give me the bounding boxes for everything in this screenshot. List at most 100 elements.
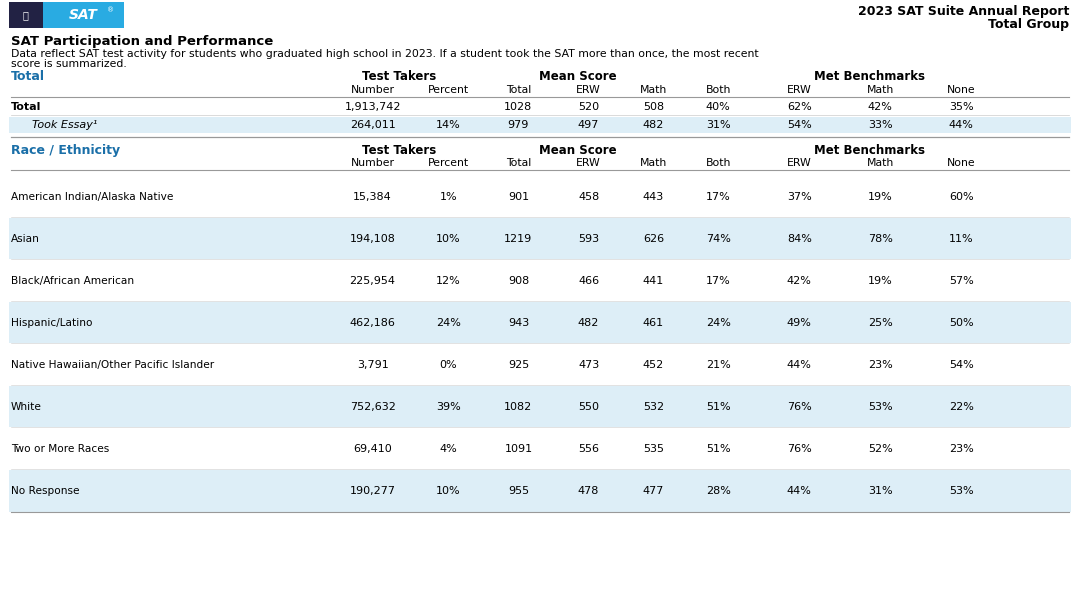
Text: White: White bbox=[11, 402, 42, 412]
Text: 10%: 10% bbox=[436, 234, 460, 244]
Text: 40%: 40% bbox=[706, 102, 730, 112]
Text: Met Benchmarks: Met Benchmarks bbox=[814, 144, 924, 157]
Text: 76%: 76% bbox=[787, 444, 811, 454]
Text: 443: 443 bbox=[643, 191, 664, 201]
Text: 979: 979 bbox=[508, 120, 529, 130]
Text: 190,277: 190,277 bbox=[350, 487, 395, 497]
Text: 69,410: 69,410 bbox=[353, 444, 392, 454]
Text: SAT: SAT bbox=[69, 8, 98, 22]
Text: 11%: 11% bbox=[949, 234, 973, 244]
Text: ®: ® bbox=[107, 7, 113, 13]
Text: 264,011: 264,011 bbox=[350, 120, 395, 130]
Text: 908: 908 bbox=[508, 276, 529, 286]
Text: 17%: 17% bbox=[706, 276, 730, 286]
Text: Test Takers: Test Takers bbox=[363, 144, 436, 157]
Text: Math: Math bbox=[639, 158, 667, 168]
Text: 54%: 54% bbox=[787, 120, 811, 130]
Text: 23%: 23% bbox=[949, 444, 973, 454]
Text: 42%: 42% bbox=[867, 102, 893, 112]
Text: 10%: 10% bbox=[436, 487, 460, 497]
Bar bbox=[9, 217, 1071, 259]
Text: Native Hawaiian/Other Pacific Islander: Native Hawaiian/Other Pacific Islander bbox=[11, 360, 214, 370]
Text: Number: Number bbox=[351, 85, 394, 94]
Text: 1,913,742: 1,913,742 bbox=[345, 102, 401, 112]
Text: 1082: 1082 bbox=[504, 402, 532, 412]
Text: 1028: 1028 bbox=[504, 102, 532, 112]
Text: ⛨: ⛨ bbox=[23, 10, 29, 20]
Text: 51%: 51% bbox=[706, 444, 730, 454]
Text: 23%: 23% bbox=[868, 360, 892, 370]
Text: 19%: 19% bbox=[868, 191, 892, 201]
Text: Total Group: Total Group bbox=[988, 18, 1069, 31]
Text: 35%: 35% bbox=[949, 102, 973, 112]
Text: 17%: 17% bbox=[706, 191, 730, 201]
Text: Mean Score: Mean Score bbox=[539, 70, 617, 83]
Text: 53%: 53% bbox=[868, 402, 892, 412]
Text: 626: 626 bbox=[643, 234, 664, 244]
Text: Total: Total bbox=[505, 85, 531, 94]
Text: 28%: 28% bbox=[705, 487, 731, 497]
Text: 2023 SAT Suite Annual Report: 2023 SAT Suite Annual Report bbox=[858, 5, 1069, 18]
Text: 49%: 49% bbox=[786, 318, 812, 328]
Text: 39%: 39% bbox=[436, 402, 460, 412]
Text: Math: Math bbox=[866, 158, 894, 168]
Text: 50%: 50% bbox=[949, 318, 973, 328]
Text: 53%: 53% bbox=[949, 487, 973, 497]
Text: 12%: 12% bbox=[436, 276, 460, 286]
Text: 461: 461 bbox=[643, 318, 664, 328]
Text: 21%: 21% bbox=[706, 360, 730, 370]
Text: 556: 556 bbox=[578, 444, 599, 454]
Text: 0%: 0% bbox=[440, 360, 457, 370]
Text: 478: 478 bbox=[578, 487, 599, 497]
Bar bbox=[43, 2, 124, 28]
Text: 78%: 78% bbox=[867, 234, 893, 244]
Text: Race / Ethnicity: Race / Ethnicity bbox=[11, 144, 120, 157]
Text: Total: Total bbox=[505, 158, 531, 168]
Text: 22%: 22% bbox=[948, 402, 974, 412]
Text: None: None bbox=[947, 85, 975, 94]
Text: 54%: 54% bbox=[949, 360, 973, 370]
Text: American Indian/Alaska Native: American Indian/Alaska Native bbox=[11, 191, 173, 201]
Text: 535: 535 bbox=[643, 444, 664, 454]
Text: 194,108: 194,108 bbox=[350, 234, 395, 244]
Text: 19%: 19% bbox=[868, 276, 892, 286]
Text: SAT Participation and Performance: SAT Participation and Performance bbox=[11, 35, 273, 48]
Text: Percent: Percent bbox=[428, 158, 469, 168]
Bar bbox=[9, 386, 1071, 428]
Text: ERW: ERW bbox=[787, 85, 811, 94]
Text: 60%: 60% bbox=[949, 191, 973, 201]
Text: 74%: 74% bbox=[705, 234, 731, 244]
Text: 1%: 1% bbox=[440, 191, 457, 201]
Text: 482: 482 bbox=[643, 120, 664, 130]
Text: ERW: ERW bbox=[577, 85, 600, 94]
Text: Black/African American: Black/African American bbox=[11, 276, 134, 286]
Text: 458: 458 bbox=[578, 191, 599, 201]
Text: Met Benchmarks: Met Benchmarks bbox=[814, 70, 924, 83]
Text: 1219: 1219 bbox=[504, 234, 532, 244]
Bar bbox=[9, 117, 1071, 133]
Text: None: None bbox=[947, 158, 975, 168]
Text: 462,186: 462,186 bbox=[350, 318, 395, 328]
Text: Both: Both bbox=[705, 85, 731, 94]
Text: 532: 532 bbox=[643, 402, 664, 412]
Text: 473: 473 bbox=[578, 360, 599, 370]
Text: 31%: 31% bbox=[706, 120, 730, 130]
Text: 943: 943 bbox=[508, 318, 529, 328]
Text: Math: Math bbox=[639, 85, 667, 94]
Text: 520: 520 bbox=[578, 102, 599, 112]
Text: 76%: 76% bbox=[787, 402, 811, 412]
Text: Percent: Percent bbox=[428, 85, 469, 94]
Text: 25%: 25% bbox=[868, 318, 892, 328]
Text: 4%: 4% bbox=[440, 444, 457, 454]
Text: 33%: 33% bbox=[868, 120, 892, 130]
Text: 482: 482 bbox=[578, 318, 599, 328]
Text: 42%: 42% bbox=[786, 276, 812, 286]
Text: Two or More Races: Two or More Races bbox=[11, 444, 109, 454]
Bar bbox=[9, 2, 43, 28]
Text: 955: 955 bbox=[508, 487, 529, 497]
Text: 441: 441 bbox=[643, 276, 664, 286]
Text: ERW: ERW bbox=[577, 158, 600, 168]
Text: 57%: 57% bbox=[949, 276, 973, 286]
Text: 752,632: 752,632 bbox=[350, 402, 395, 412]
Text: 3,791: 3,791 bbox=[356, 360, 389, 370]
